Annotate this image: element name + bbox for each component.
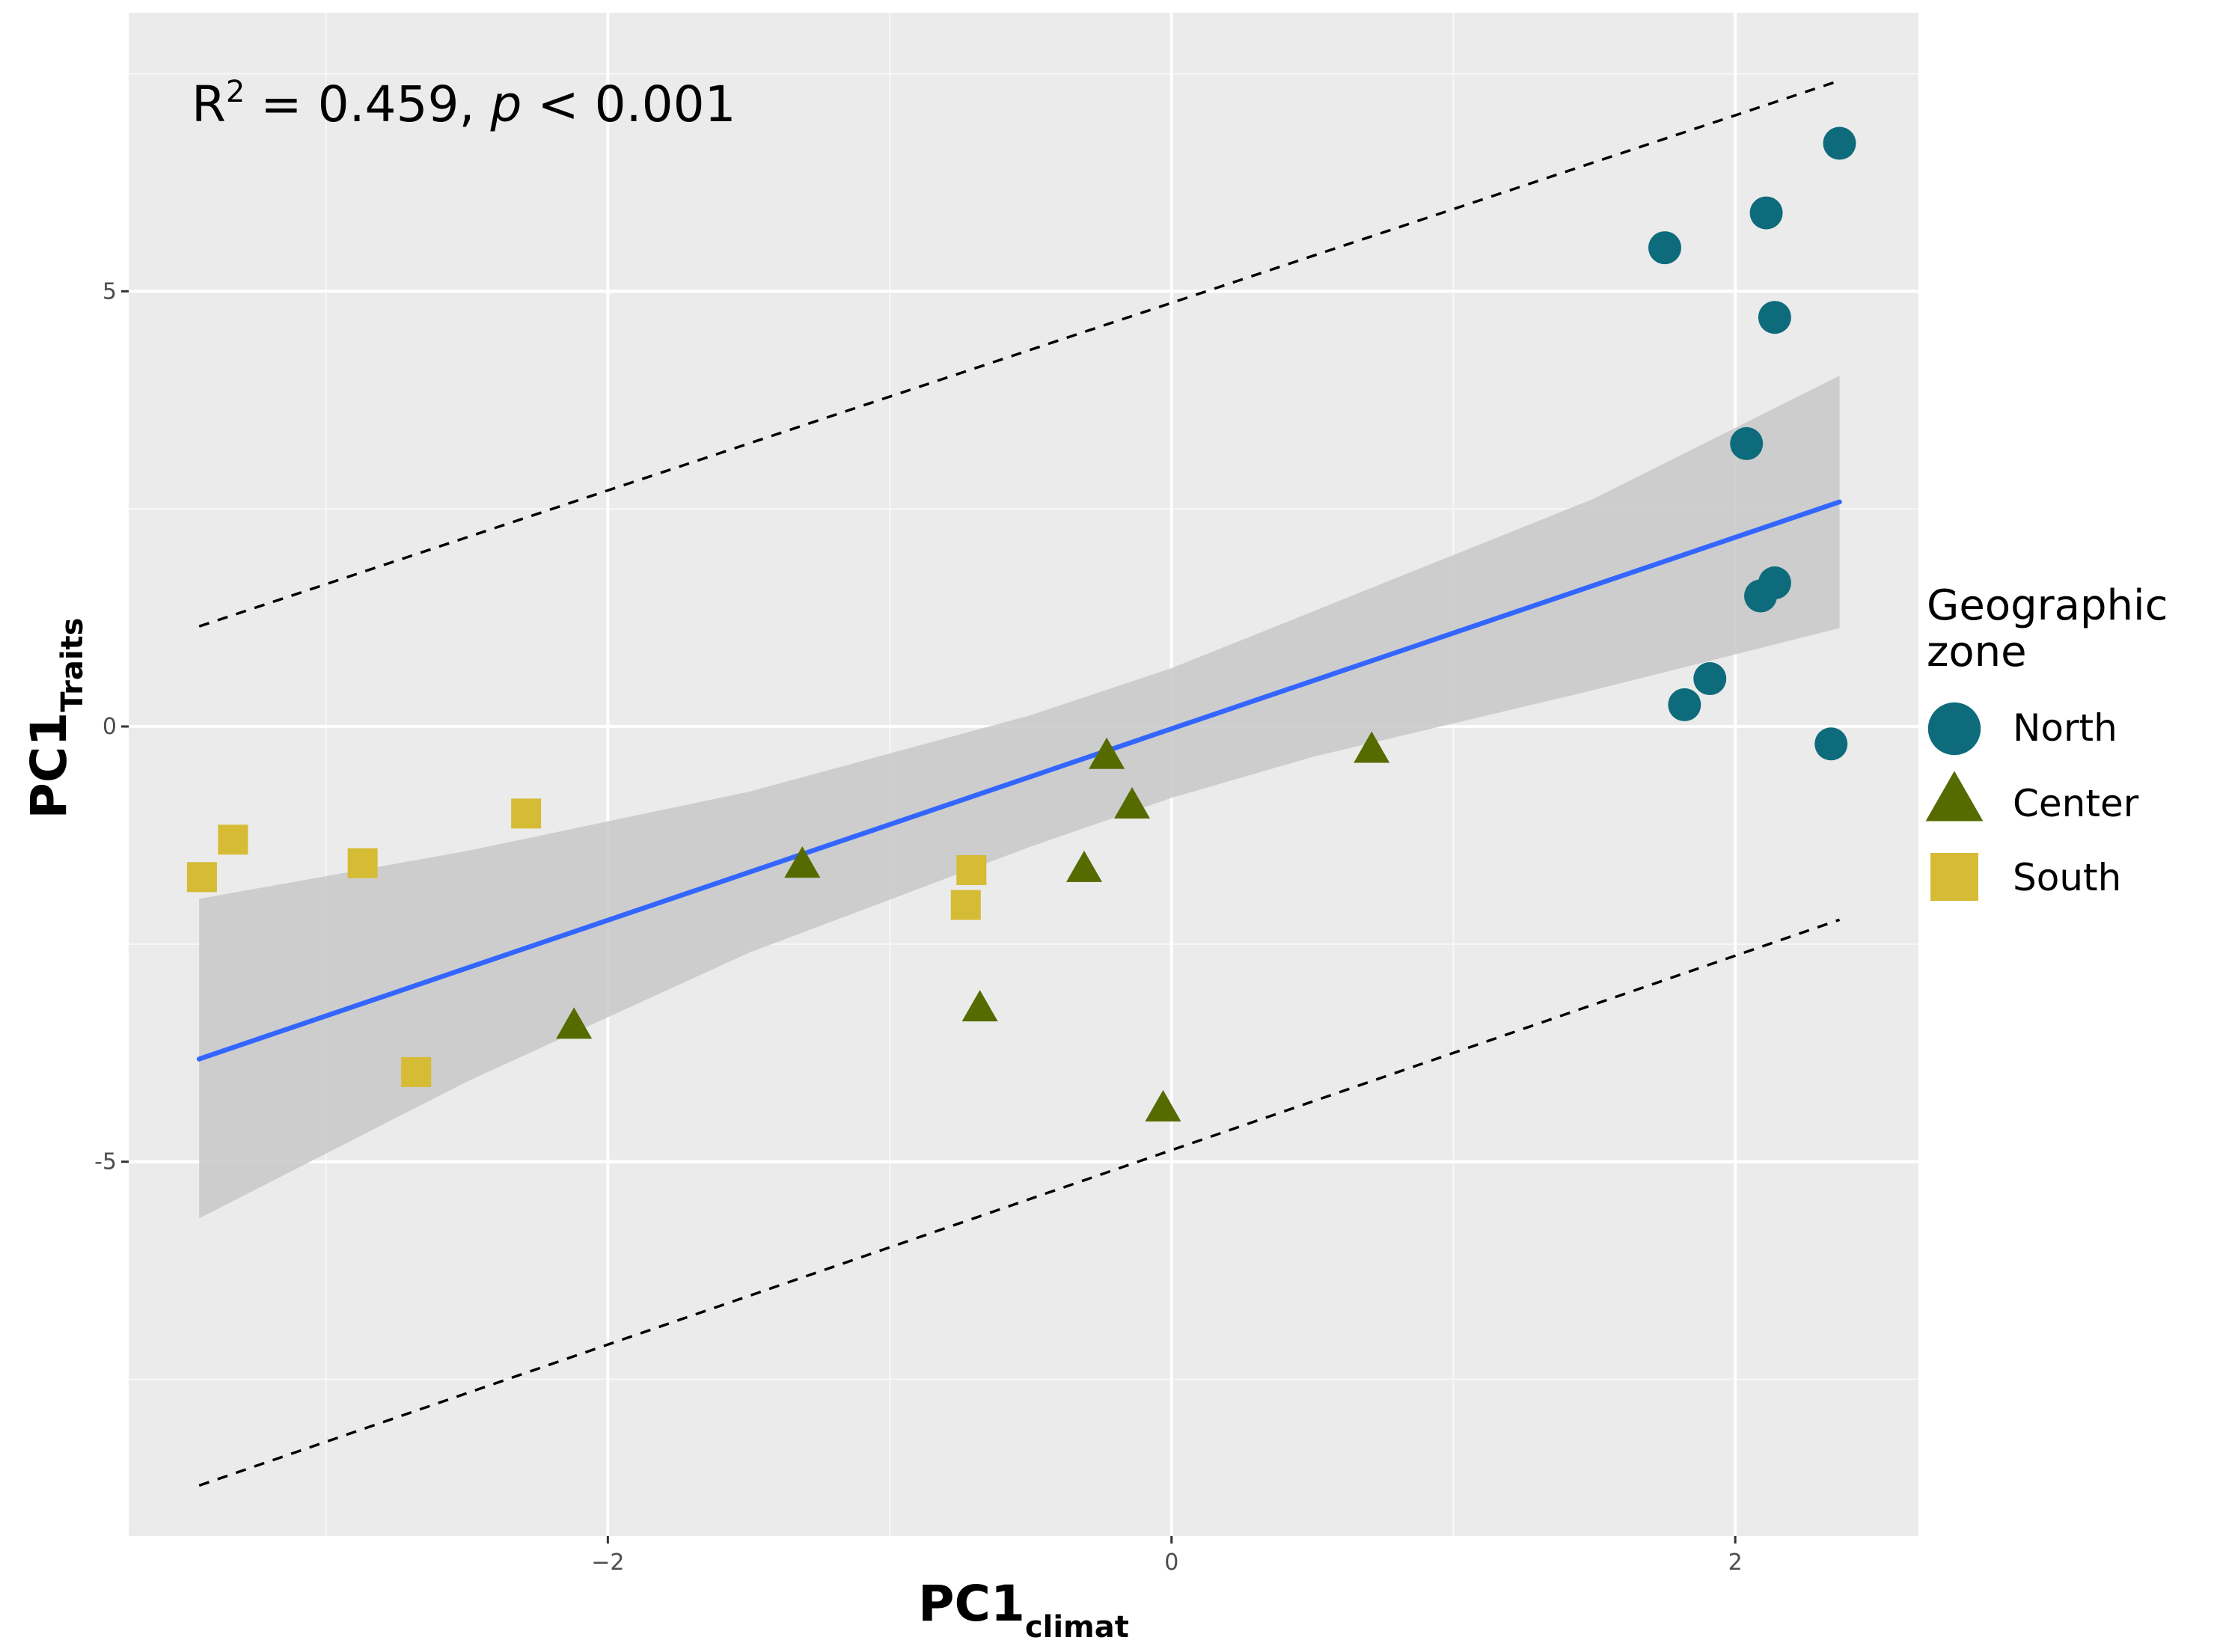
prediction-interval-lower <box>198 918 1841 1487</box>
south-point-4 <box>956 854 987 885</box>
prediction-interval-layer <box>198 79 1841 1487</box>
prediction-interval-upper <box>198 79 1841 628</box>
north-point-8 <box>1668 688 1701 721</box>
center-point-2 <box>1114 787 1151 819</box>
center-point-3 <box>784 846 821 878</box>
r2-value-text: = 0.459, <box>245 76 490 133</box>
y-tick-label-0: -5 <box>94 1149 117 1175</box>
legend-title-line1: Geographic <box>1927 581 2168 630</box>
south-point-6 <box>401 1056 432 1087</box>
x-tick-label-0: −2 <box>591 1549 624 1576</box>
regression-line-layer <box>196 499 1842 1062</box>
x-tick-label-1: 0 <box>1164 1549 1178 1576</box>
south-point-2 <box>347 848 378 878</box>
x-axis-title-main: PC1 <box>918 1575 1025 1633</box>
south-point-5 <box>950 890 981 920</box>
north-point-9 <box>1814 727 1848 761</box>
center-point-7 <box>1145 1089 1181 1122</box>
y-axis-title: PC1Traits <box>20 618 90 819</box>
y-axis-title-sub: Traits <box>55 618 90 712</box>
x-tick-label-2: 2 <box>1728 1549 1743 1576</box>
legend-label-center: Center <box>2013 782 2139 825</box>
x-axis-title: PC1climat <box>918 1575 1129 1645</box>
legend-key-center <box>1925 771 1984 822</box>
x-axis-title-sub: climat <box>1025 1610 1129 1645</box>
legend-title-line2: zone <box>1927 628 2027 676</box>
north-point-7 <box>1693 662 1727 696</box>
center-point-0 <box>1089 737 1125 769</box>
y-tick-label-2: 5 <box>103 278 117 305</box>
regression-line <box>196 499 1842 1062</box>
center-point-6 <box>556 1007 593 1039</box>
r2-prefix: R <box>192 76 226 133</box>
confidence-band <box>199 376 1840 1219</box>
p-symbol: p <box>489 76 522 133</box>
data-points <box>186 126 1856 1122</box>
legend-label-south: South <box>2013 856 2121 899</box>
center-point-5 <box>961 990 998 1022</box>
north-point-1 <box>1749 196 1783 230</box>
legend-key-south <box>1930 853 1978 901</box>
south-point-3 <box>186 862 217 893</box>
legend: Geographic zone North Center South <box>1925 581 2168 901</box>
north-point-0 <box>1823 126 1856 160</box>
center-point-4 <box>1065 850 1102 882</box>
north-point-4 <box>1730 426 1764 460</box>
y-tick-label-1: 0 <box>103 714 117 740</box>
south-point-1 <box>218 825 248 855</box>
r2-superscript: 2 <box>226 75 245 109</box>
legend-key-north <box>1927 702 1981 756</box>
south-point-0 <box>511 798 542 829</box>
legend-label-north: North <box>2013 706 2117 750</box>
axis-ticks: −2 0 2 -5 0 5 <box>94 278 1743 1576</box>
y-axis-title-main: PC1 <box>20 712 78 819</box>
p-value-text: < 0.001 <box>522 76 736 133</box>
north-point-2 <box>1648 231 1681 265</box>
north-point-6 <box>1744 579 1778 613</box>
center-point-1 <box>1354 731 1390 763</box>
north-point-3 <box>1758 301 1791 334</box>
legend-keys <box>1925 702 1984 901</box>
confidence-band-layer <box>199 376 1840 1219</box>
fit-annotation: R2 = 0.459, p < 0.001 <box>192 75 736 133</box>
